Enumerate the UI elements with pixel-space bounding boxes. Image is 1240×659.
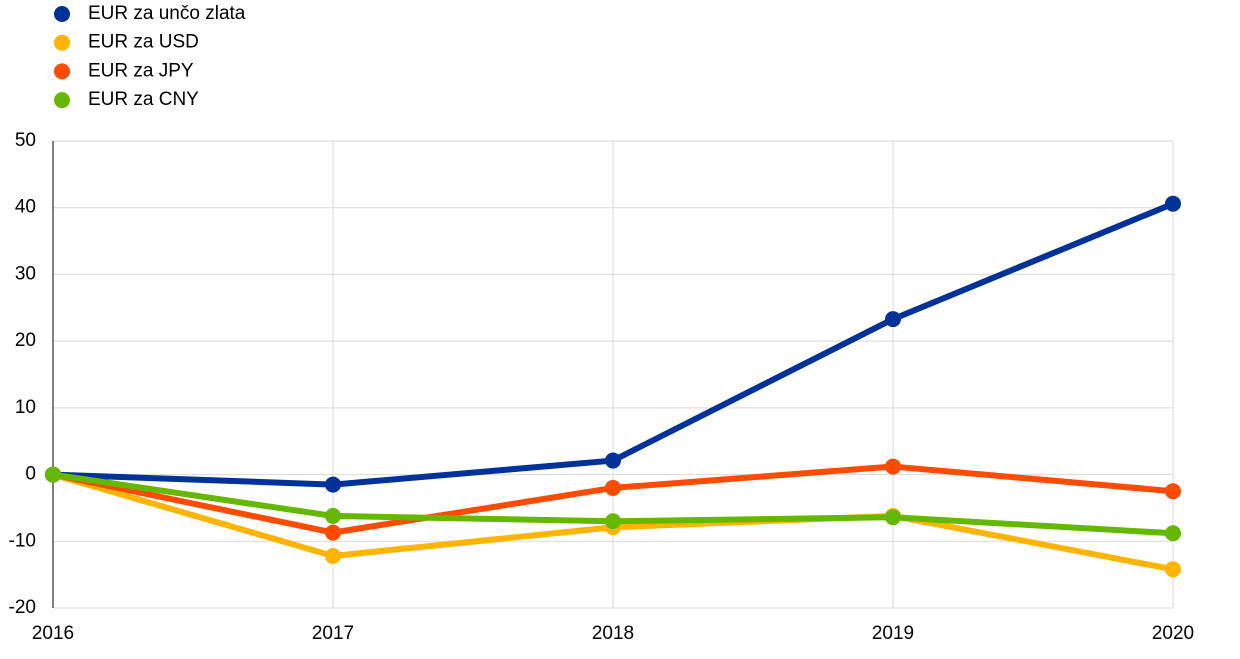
data-point: [325, 507, 341, 524]
data-point: [885, 458, 901, 475]
legend-label: EUR za unčo zlata: [88, 3, 246, 24]
data-point: [885, 311, 901, 328]
legend-label: EUR za JPY: [88, 60, 194, 81]
y-tick-label: 30: [15, 263, 36, 284]
y-tick-label: -10: [9, 530, 36, 551]
x-tick-label: 2017: [312, 623, 354, 644]
data-point: [325, 476, 341, 493]
y-tick-label: 50: [15, 130, 36, 151]
legend-marker: [54, 63, 70, 80]
y-tick-label: 40: [15, 197, 36, 218]
y-tick-label: 10: [15, 397, 36, 418]
data-point: [1165, 561, 1181, 578]
legend-label: EUR za CNY: [88, 89, 199, 110]
legend-marker: [54, 34, 70, 51]
data-point: [1165, 195, 1181, 212]
y-tick-label: -20: [9, 597, 36, 618]
y-tick-label: 0: [25, 464, 36, 485]
data-point: [1165, 525, 1181, 542]
data-point: [1165, 483, 1181, 500]
data-point: [885, 509, 901, 526]
legend-marker: [54, 92, 70, 109]
x-tick-label: 2016: [32, 623, 74, 644]
legend-label: EUR za USD: [88, 32, 199, 53]
legend-marker: [54, 6, 70, 22]
data-point: [605, 452, 621, 469]
data-point: [325, 547, 341, 564]
x-tick-label: 2020: [1152, 623, 1194, 644]
y-tick-label: 20: [15, 330, 36, 351]
data-point: [605, 513, 621, 530]
x-tick-label: 2018: [592, 623, 634, 644]
data-point: [325, 524, 341, 541]
data-point: [605, 479, 621, 496]
x-tick-label: 2019: [872, 623, 914, 644]
data-point: [45, 466, 61, 483]
